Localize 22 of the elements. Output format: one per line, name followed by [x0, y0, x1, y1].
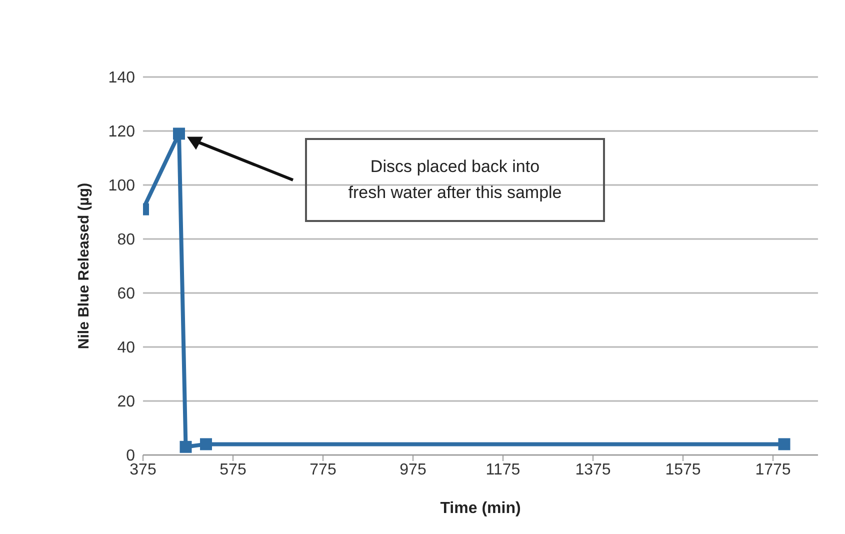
y-tick-label: 120: [108, 124, 136, 141]
annotation: Discs placed back into fresh water after this sample: [348, 156, 562, 204]
x-tick-label: 575: [220, 461, 246, 478]
y-tick-label: 140: [108, 70, 136, 87]
y-tick-label: 20: [117, 394, 136, 411]
point: [200, 438, 212, 450]
note-box: Discs placed back into fresh water after this sample: [305, 138, 605, 222]
x-tick-label: 975: [400, 461, 426, 478]
x-tick-label: 775: [310, 461, 336, 478]
point: [180, 440, 192, 453]
x-tick-label: 1575: [665, 461, 701, 478]
x-tick-label: 1775: [755, 461, 791, 478]
y-tick-label: 100: [108, 178, 136, 195]
x-tick-label: 1375: [575, 461, 611, 478]
x-axis-title: Time (min): [440, 500, 521, 517]
point: [173, 128, 185, 140]
point: [778, 438, 790, 450]
y-tick-label: 60: [117, 286, 136, 303]
y-tick-label: 80: [117, 232, 136, 249]
y-axis-title: Nile Blue Released (µg): [75, 182, 92, 350]
x-tick-label: 1175: [486, 461, 520, 478]
y-tick-label: 40: [117, 340, 136, 357]
